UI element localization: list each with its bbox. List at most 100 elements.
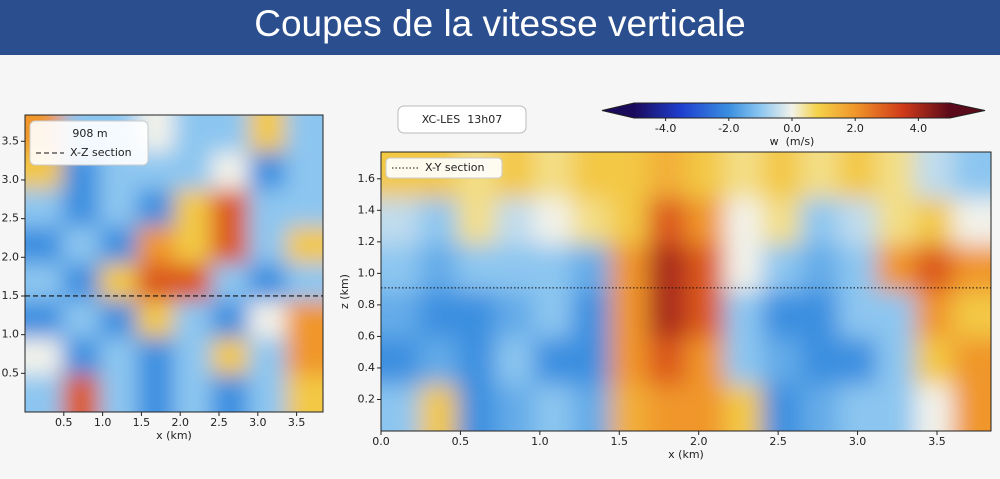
heatmap-cell (762, 245, 802, 293)
heatmap-cell (419, 384, 459, 431)
heatmap-cell (285, 152, 323, 191)
heatmap-cell (419, 198, 459, 246)
plot-area (381, 152, 991, 431)
heatmap-cell (419, 291, 459, 339)
colorbar-extend-min (602, 103, 634, 118)
heatmap-cell (647, 338, 687, 386)
y-tick-label: 1.2 (358, 235, 376, 248)
heatmap-cell (381, 198, 421, 246)
heatmap-cell (285, 263, 323, 302)
heatmap-cell (571, 245, 611, 293)
y-tick-label: 3.0 (2, 173, 20, 186)
heatmap-cell (952, 384, 991, 431)
heatmap-cell (533, 384, 573, 431)
heatmap-cell (174, 337, 213, 376)
heatmap-cell (724, 384, 764, 431)
heatmap-cell (25, 189, 64, 228)
heatmap-cell (136, 374, 175, 412)
heatmap-cell (686, 291, 726, 339)
heatmap-cell (686, 338, 726, 386)
heatmap-cell (800, 245, 840, 293)
x-tick-label: 2.5 (769, 435, 787, 448)
y-tick-label: 1.4 (358, 203, 376, 216)
legend-box (385, 157, 503, 179)
heatmap-cell (457, 338, 497, 386)
heatmap-cell (533, 291, 573, 339)
heatmap-cell (211, 189, 250, 228)
x-tick-label: 0.0 (372, 435, 390, 448)
slide-title: Coupes de la vitesse verticale (254, 3, 746, 44)
heatmap-cell (25, 226, 64, 265)
heatmap-cell (285, 300, 323, 339)
heatmap-cell (419, 245, 459, 293)
heatmap-cell (99, 374, 138, 412)
heatmap-cell (381, 338, 421, 386)
heatmap-cell (914, 291, 954, 339)
heatmap-cell (174, 226, 213, 265)
colorbar-tick-label: 4.0 (910, 122, 928, 135)
y-tick-label: 0.4 (358, 361, 376, 374)
heatmap-cell (211, 152, 250, 191)
colorbar-outline (601, 102, 986, 119)
heatmap-cell (62, 226, 101, 265)
heatmap-cell (495, 198, 535, 246)
heatmap-cell (838, 152, 878, 200)
heatmap-cell (838, 198, 878, 246)
heatmap-cell (914, 152, 954, 200)
heatmap-cell (609, 384, 649, 431)
heatmap-cell (609, 338, 649, 386)
heatmap-cell (62, 189, 101, 228)
heatmap-cell (876, 198, 916, 246)
heatmap-cell (952, 152, 991, 200)
colorbar (634, 103, 950, 118)
heatmap-cell (952, 291, 991, 339)
heatmap-cell (99, 263, 138, 302)
y-tick-label: 0.2 (358, 392, 376, 405)
colorbar-tick-label: 0.0 (783, 122, 801, 135)
y-tick-label: 1.6 (358, 172, 376, 185)
heatmap-cell (686, 152, 726, 200)
y-axis-label: z (km) (338, 274, 351, 309)
x-tick-label: 1.5 (611, 435, 629, 448)
y-tick-label: 1.5 (2, 289, 20, 302)
heatmap-cell (25, 263, 64, 302)
heatmap-cell (762, 338, 802, 386)
heatmap-cell (495, 245, 535, 293)
heatmap-cell (99, 300, 138, 339)
heatmap-cell (952, 245, 991, 293)
legend-label: X-Z section (70, 146, 132, 159)
colorbar-label: w (m/s) (770, 135, 815, 148)
heatmap-cell (248, 115, 287, 154)
y-tick-label: 0.5 (2, 366, 20, 379)
heatmap-cell (647, 198, 687, 246)
annotation-box (397, 105, 527, 134)
y-tick-label: 2.5 (2, 212, 20, 225)
colorbar-tick-label: -2.0 (718, 122, 739, 135)
heatmap-cell (762, 198, 802, 246)
x-axis-label: x (km) (668, 448, 704, 461)
heatmap-cell (457, 198, 497, 246)
heatmap-cell (211, 300, 250, 339)
heatmap-cell (533, 338, 573, 386)
heatmap-cell (724, 245, 764, 293)
heatmap-cell (914, 384, 954, 431)
heatmap-cell (248, 300, 287, 339)
heatmap-cell (533, 245, 573, 293)
colorbar-tick-label: 2.0 (846, 122, 864, 135)
heatmap-cell (248, 152, 287, 191)
heatmap-cell (419, 338, 459, 386)
heatmap-cell (211, 115, 250, 154)
heatmap-cell (381, 291, 421, 339)
x-axis-label: x (km) (156, 429, 192, 442)
heatmap-cell (876, 291, 916, 339)
x-tick-label: 1.5 (133, 416, 151, 429)
heatmap-cell (99, 226, 138, 265)
heatmap-cell (762, 384, 802, 431)
annotation: XC-LES 13h07 (422, 113, 502, 126)
heatmap-cell (136, 337, 175, 376)
heatmap-cell (248, 337, 287, 376)
x-tick-label: 1.0 (94, 416, 112, 429)
heatmap-cell (211, 226, 250, 265)
